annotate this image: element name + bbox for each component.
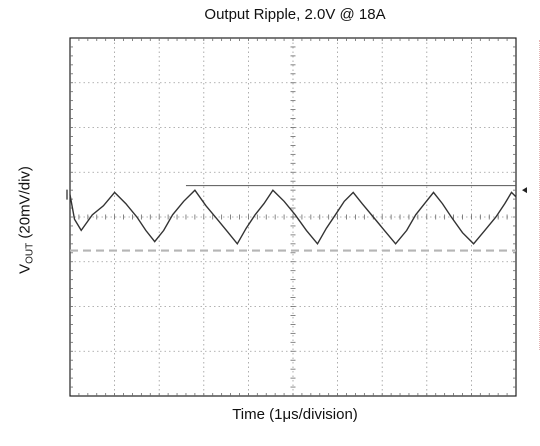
ripple-trace — [69, 189, 517, 246]
chart-title: Output Ripple, 2.0V @ 18A — [204, 6, 386, 23]
level-markers — [66, 187, 527, 200]
center-axis-ticks — [70, 38, 516, 396]
reference-lines — [70, 185, 516, 252]
grid — [70, 38, 516, 396]
trigger-arrow-marker — [522, 187, 527, 194]
x-axis-label: Time (1μs/division) — [232, 406, 358, 423]
